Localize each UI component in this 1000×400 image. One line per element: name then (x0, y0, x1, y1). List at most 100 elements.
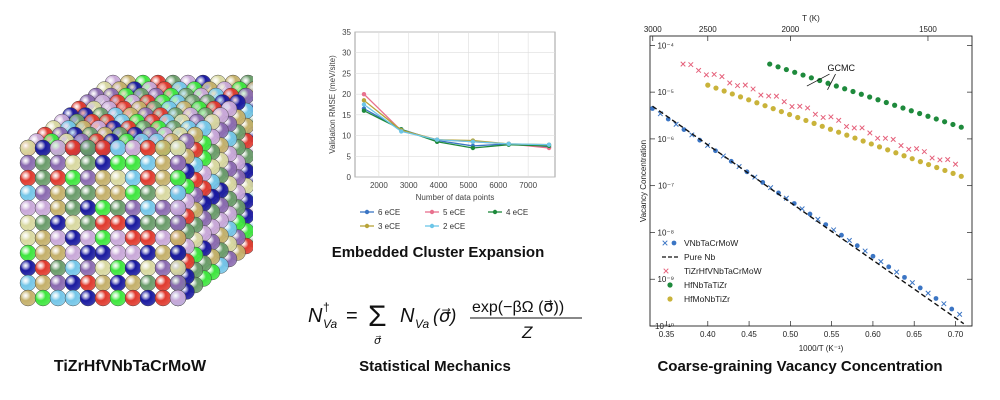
atom (154, 169, 172, 187)
vac-legend-label: VNbTaCrMoW (684, 238, 738, 248)
rmse-data-point (361, 102, 367, 107)
atom (64, 289, 82, 307)
vac-data-point (875, 97, 881, 103)
atom (94, 229, 112, 247)
vac-data-point (933, 116, 939, 122)
vac-data-point (925, 113, 931, 119)
atom (34, 139, 52, 157)
vac-ytick-label: 10⁻⁸ (658, 228, 675, 237)
rmse-data-point (470, 145, 476, 151)
rmse-xtick-label: 5000 (460, 181, 478, 190)
atom (154, 214, 172, 232)
atom (34, 184, 52, 202)
vac-top-tick-label: 3000 (644, 25, 662, 34)
atom (94, 184, 112, 202)
vac-ytick-label: 10⁻⁷ (658, 182, 674, 191)
vac-data-point (833, 83, 839, 89)
vac-data-point (908, 108, 914, 114)
vac-data-point (800, 72, 806, 78)
atom (109, 244, 127, 262)
rmse-legend-label: 4 eCE (506, 208, 528, 217)
vac-data-point (898, 142, 904, 149)
vac-data-point (937, 157, 943, 163)
vac-data-point (721, 88, 727, 94)
vac-ytick-label: 10⁻⁶ (658, 135, 674, 144)
vac-data-point (921, 148, 928, 155)
vac-data-point (933, 296, 939, 301)
atom (154, 154, 172, 172)
vac-data-point (807, 211, 813, 217)
atom (124, 259, 142, 277)
atom (64, 184, 82, 202)
vac-data-point (783, 195, 790, 201)
vac-top-tick-label: 1500 (919, 25, 937, 34)
atom (64, 229, 82, 247)
vac-data-point (942, 167, 948, 174)
vac-data-point (909, 279, 916, 286)
vac-data-point (868, 141, 874, 147)
atom (49, 229, 67, 247)
rmse-xtick-label: 7000 (519, 181, 537, 190)
vac-legend-swatch (662, 240, 668, 246)
vac-xtick-label: 0.65 (906, 330, 922, 339)
vac-data-point (958, 173, 964, 179)
vac-data-point (958, 124, 964, 130)
rmse-data-point (399, 129, 404, 134)
atom (34, 169, 52, 187)
atom (124, 289, 142, 307)
atom (124, 169, 142, 187)
rmse-data-point (470, 139, 476, 144)
atom (139, 169, 157, 187)
vac-data-point (836, 129, 842, 135)
vac-legend-swatch (671, 240, 677, 246)
vac-data-point (827, 126, 834, 132)
vac-data-point (870, 253, 876, 259)
atom (139, 259, 157, 277)
atom (154, 139, 172, 157)
rmse-legend-marker (364, 209, 370, 215)
vac-data-point (789, 103, 795, 110)
vac-top-tick-label: 2000 (781, 25, 799, 34)
vac-data-point (882, 135, 889, 141)
vac-annotation-arrow (827, 73, 836, 90)
atom (124, 274, 142, 292)
atom (79, 199, 97, 217)
vac-data-point (734, 82, 741, 89)
atom (94, 259, 112, 277)
rmse-chart: 0 5 10 15 20 25 30 35 2000 3000 4000 5000 6000 7000 Nu… (328, 28, 556, 231)
atom (19, 154, 37, 172)
vac-data-point (781, 99, 787, 105)
vac-data-point (819, 123, 825, 129)
vac-data-point (950, 121, 956, 128)
atom (19, 184, 37, 202)
vac-data-point (862, 248, 868, 254)
vac-ytick-label: 10⁻⁵ (658, 88, 674, 97)
rmse-data-point (546, 142, 552, 147)
vac-data-point (913, 146, 920, 152)
vac-data-point (792, 69, 798, 75)
atom (34, 154, 52, 172)
atom (19, 274, 37, 292)
rmse-plot-frame (354, 31, 556, 178)
atom (49, 289, 67, 307)
vac-data-point (901, 153, 907, 159)
vac-data-point (711, 71, 717, 78)
vac-data-point (695, 67, 702, 74)
atom (64, 169, 82, 187)
atom (124, 184, 142, 202)
rmse-legend-marker (364, 223, 370, 229)
vac-data-point (688, 61, 694, 68)
eq-numerator: exp(−βΩ (σ⃗)) (472, 299, 564, 316)
atom (169, 139, 187, 157)
eq-lhs-sub: Va (323, 317, 338, 331)
vac-legend-label: TiZrHfVNbTaCrMoW (684, 266, 762, 276)
vac-data-point (758, 92, 764, 98)
atom (139, 214, 157, 232)
atom-cube-panel (8, 55, 272, 340)
atom (94, 274, 112, 292)
vac-data-point (952, 161, 959, 167)
rmse-ytick-label: 15 (342, 111, 351, 120)
vac-annotation-gcmc: GCMC (828, 63, 856, 73)
atom (154, 184, 172, 202)
vac-data-point (893, 150, 899, 156)
